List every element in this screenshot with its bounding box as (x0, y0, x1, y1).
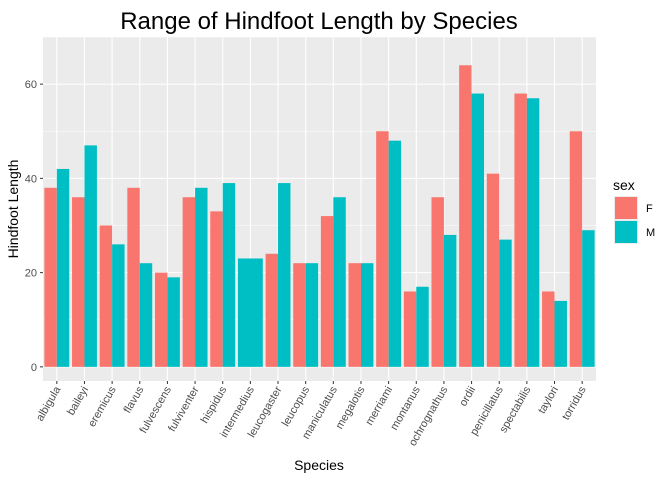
bars (44, 65, 595, 367)
bar-fulviventer-f (182, 197, 196, 367)
x-tick-label: flavus (122, 384, 147, 415)
bar-ochrognathus-m (443, 234, 457, 367)
bar-leucogaster-f (265, 253, 279, 367)
x-tick-label: baileyi (65, 385, 91, 418)
bar-merriami-m (388, 140, 402, 367)
bar-leucogaster-m (278, 183, 291, 367)
bar-ordii-f (459, 65, 472, 367)
bar-eremicus-m (112, 244, 125, 367)
bar-hispidus-m (222, 183, 236, 367)
bar-flavus-m (139, 263, 153, 367)
bar-spectabilis-f (514, 93, 527, 367)
bar-penicillatus-f (486, 173, 500, 367)
bar-eremicus-f (99, 225, 113, 367)
x-tick-label: ordii (457, 385, 478, 409)
bar-maniculatus-m (333, 197, 346, 367)
bar-taylori-m (554, 300, 567, 367)
bar-leucopus-m (305, 263, 319, 367)
legend-swatch-m (615, 221, 637, 243)
y-tick-label: 60 (25, 79, 37, 91)
bar-leucopus-f (293, 263, 306, 367)
x-axis-title: Species (294, 457, 344, 473)
bar-montanus-f (403, 291, 417, 367)
bar-merriami-f (376, 131, 389, 367)
legend: sex F M (613, 177, 655, 244)
y-tick-label: 40 (25, 173, 37, 185)
bar-baileyi-f (72, 197, 85, 367)
bar-ochrognathus-f (431, 197, 444, 367)
plot-background (43, 37, 596, 381)
bar-flavus-f (127, 187, 140, 367)
y-tick-label: 20 (25, 268, 37, 280)
bar-spectabilis-m (526, 98, 540, 367)
y-tick-label: 0 (31, 362, 37, 374)
bar-fulvescens-f (154, 272, 168, 367)
legend-swatch-f (615, 197, 637, 219)
x-tick-label: torridus (560, 384, 589, 422)
legend-title: sex (613, 177, 635, 193)
bar-albigula-f (44, 187, 57, 367)
legend-label-f: F (646, 203, 653, 215)
bar-intermedius-m (237, 258, 263, 367)
bar-penicillatus-m (499, 239, 512, 367)
bar-megalotis-f (348, 263, 361, 367)
bar-ordii-m (471, 93, 485, 367)
bar-hispidus-f (210, 211, 223, 367)
y-axis-title: Hindfoot Length (5, 160, 21, 259)
bar-megalotis-m (360, 263, 374, 367)
chart-title: Range of Hindfoot Length by Species (120, 8, 518, 35)
x-tick-label: taylori (536, 385, 561, 416)
x-tick-label: eremicus (86, 384, 119, 429)
y-axis: 0 20 40 60 (25, 79, 43, 374)
bar-taylori-f (542, 291, 555, 367)
bar-torridus-m (582, 230, 595, 367)
bar-fulviventer-m (195, 187, 208, 367)
bar-montanus-m (416, 286, 429, 367)
bar-baileyi-m (84, 145, 97, 367)
bar-albigula-m (56, 168, 70, 367)
bar-torridus-f (569, 131, 583, 367)
x-tick-label: albigula (34, 384, 64, 424)
legend-label-m: M (646, 227, 655, 239)
bar-fulvescens-m (167, 277, 180, 367)
x-tick-label: hispidus (199, 384, 230, 425)
bar-maniculatus-f (320, 216, 334, 367)
